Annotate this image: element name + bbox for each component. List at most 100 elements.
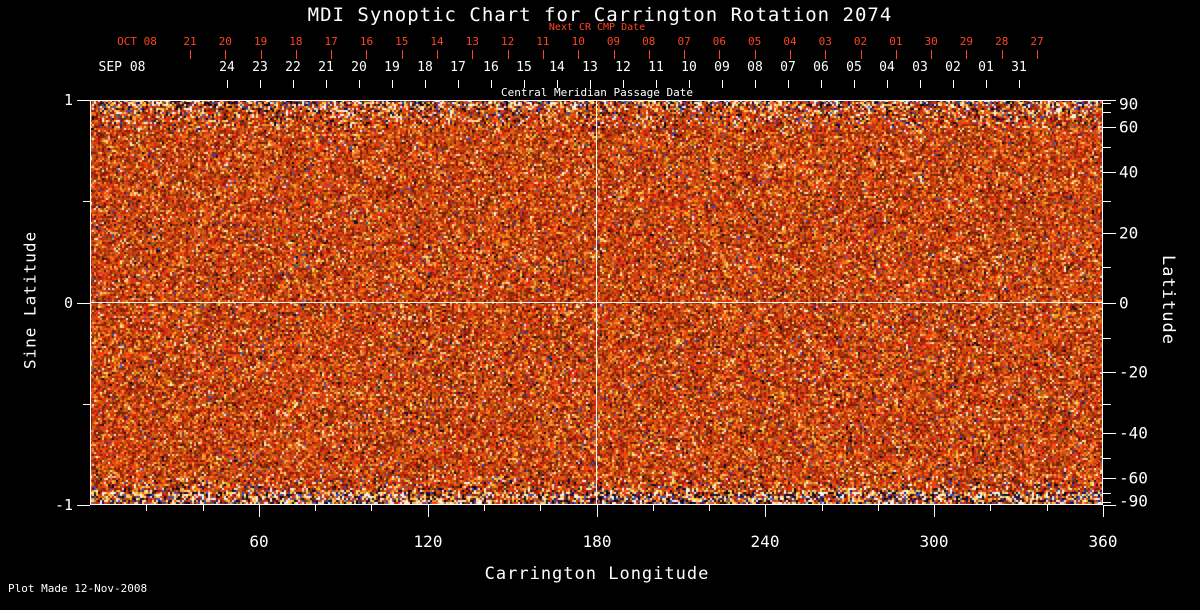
bottom-axis-tick-label: 360 bbox=[1088, 532, 1118, 551]
top-red-date-label: 13 bbox=[465, 35, 479, 48]
top-red-date-label: 08 bbox=[642, 35, 656, 48]
right-axis-tick bbox=[1103, 478, 1116, 479]
top-red-tick bbox=[684, 50, 685, 59]
top-white-tick bbox=[920, 80, 921, 88]
right-axis-tick bbox=[1103, 493, 1111, 494]
bottom-axis-tick-label: 180 bbox=[582, 532, 612, 551]
top-red-date-label: 28 bbox=[995, 35, 1009, 48]
top-red-tick bbox=[1002, 50, 1003, 59]
right-axis-tick bbox=[1103, 103, 1111, 104]
right-axis-tick bbox=[1103, 404, 1111, 405]
red-month-label: OCT 08 bbox=[117, 35, 157, 48]
top-red-date-label: 20 bbox=[218, 35, 232, 48]
top-red-date-label: 15 bbox=[395, 35, 409, 48]
top-red-tick bbox=[543, 50, 544, 59]
bottom-axis-minor-tick bbox=[709, 505, 710, 511]
bottom-axis-tick bbox=[597, 505, 598, 517]
top-white-tick bbox=[359, 80, 360, 88]
top-red-tick bbox=[472, 50, 473, 59]
cmp-date-axis-label: Central Meridian Passage Date bbox=[500, 86, 694, 99]
right-axis-tick bbox=[1103, 303, 1116, 304]
top-red-tick bbox=[578, 50, 579, 59]
top-white-date-label: 18 bbox=[417, 60, 433, 75]
top-white-date-label: 15 bbox=[516, 60, 532, 75]
right-axis-label: Latitude bbox=[1158, 255, 1178, 345]
bottom-axis-tick bbox=[428, 505, 429, 517]
bottom-axis-minor-tick bbox=[146, 505, 147, 511]
bottom-axis-minor-tick bbox=[822, 505, 823, 511]
top-red-tick bbox=[649, 50, 650, 59]
top-red-tick bbox=[966, 50, 967, 59]
top-red-tick bbox=[296, 50, 297, 59]
top-red-tick bbox=[861, 50, 862, 59]
top-white-tick bbox=[722, 80, 723, 88]
top-red-date-label: 29 bbox=[959, 35, 974, 48]
next-cr-cmp-date-label: Next CR CMP Date bbox=[548, 22, 646, 33]
right-axis-tick bbox=[1103, 172, 1116, 173]
right-axis-tick bbox=[1103, 233, 1116, 234]
top-red-tick bbox=[508, 50, 509, 59]
top-white-tick bbox=[227, 80, 228, 88]
top-white-tick bbox=[623, 80, 624, 88]
right-axis-tick bbox=[1103, 505, 1116, 506]
bottom-axis-tick bbox=[1103, 505, 1104, 517]
top-red-date-label: 01 bbox=[889, 35, 903, 48]
top-red-date-label: 19 bbox=[253, 35, 268, 48]
top-red-tick bbox=[225, 50, 226, 59]
top-white-tick bbox=[557, 80, 558, 88]
top-white-date-label: 11 bbox=[648, 60, 664, 75]
top-white-date-label: 13 bbox=[582, 60, 598, 75]
top-white-date-label: 31 bbox=[1011, 60, 1027, 75]
top-red-date-label: 06 bbox=[712, 35, 726, 48]
top-red-date-label: 30 bbox=[924, 35, 938, 48]
top-white-tick bbox=[491, 80, 492, 88]
right-axis-tick-label: -90 bbox=[1119, 491, 1148, 511]
top-red-date-label: 04 bbox=[783, 35, 797, 48]
bottom-axis-minor-tick bbox=[203, 505, 204, 511]
bottom-axis-minor-tick bbox=[1047, 505, 1048, 511]
top-red-date-label: 03 bbox=[818, 35, 832, 48]
top-red-date-label: 17 bbox=[324, 35, 338, 48]
left-axis-tick bbox=[77, 505, 90, 506]
right-axis-tick bbox=[1103, 201, 1111, 202]
top-red-date-label: 09 bbox=[606, 35, 621, 48]
top-white-date-label: 21 bbox=[318, 60, 334, 75]
top-red-date-label: 21 bbox=[183, 35, 197, 48]
right-axis-tick bbox=[1103, 100, 1116, 101]
top-red-tick bbox=[261, 50, 262, 59]
bottom-axis-label: Carrington Longitude bbox=[484, 564, 710, 584]
plot-made-note: Plot Made 12-Nov-2008 bbox=[8, 582, 148, 595]
top-white-tick bbox=[293, 80, 294, 88]
top-white-tick bbox=[524, 80, 525, 88]
top-white-tick bbox=[887, 80, 888, 88]
left-axis-tick bbox=[77, 303, 90, 304]
bottom-axis-minor-tick bbox=[315, 505, 316, 511]
right-axis-tick bbox=[1103, 433, 1116, 434]
right-axis-tick bbox=[1103, 267, 1111, 268]
top-red-date-label: 10 bbox=[571, 35, 585, 48]
top-white-tick bbox=[260, 80, 261, 88]
top-white-tick bbox=[821, 80, 822, 88]
left-axis-tick-label: 1 bbox=[63, 91, 73, 109]
left-axis-tick-label: 0 bbox=[63, 294, 73, 312]
top-white-date-label: 01 bbox=[978, 60, 994, 75]
right-axis-tick-label: 60 bbox=[1119, 117, 1139, 137]
right-axis-tick-label: -60 bbox=[1119, 468, 1148, 488]
chart-title: MDI Synoptic Chart for Carrington Rotati… bbox=[307, 4, 893, 26]
top-red-tick bbox=[437, 50, 438, 59]
bottom-axis-tick-label: 120 bbox=[413, 532, 443, 551]
right-axis-tick bbox=[1103, 112, 1111, 113]
top-red-date-label: 27 bbox=[1030, 35, 1044, 48]
top-white-tick bbox=[986, 80, 987, 88]
right-axis-tick-label: -40 bbox=[1119, 423, 1148, 443]
left-axis-tick-label: -1 bbox=[54, 496, 73, 514]
top-white-date-label: 10 bbox=[681, 60, 697, 75]
top-white-date-label: 09 bbox=[714, 60, 730, 75]
bottom-axis-tick bbox=[934, 505, 935, 517]
left-axis-tick bbox=[77, 100, 90, 101]
top-white-date-label: 12 bbox=[615, 60, 631, 75]
top-white-date-label: 08 bbox=[747, 60, 763, 75]
top-white-tick bbox=[458, 80, 459, 88]
top-red-tick bbox=[825, 50, 826, 59]
top-red-date-label: 02 bbox=[853, 35, 868, 48]
